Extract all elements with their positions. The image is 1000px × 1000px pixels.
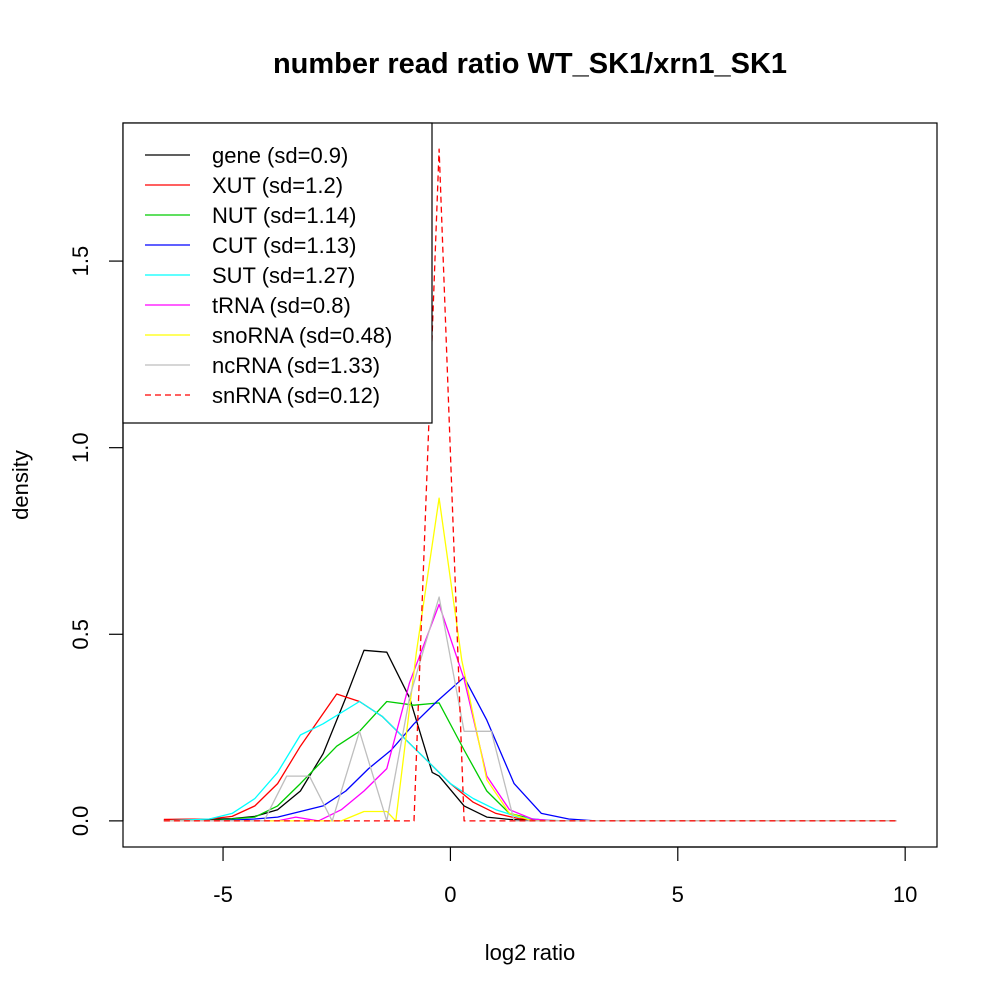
series-line-6 (163, 497, 897, 822)
y-tick-label: 1.0 (68, 432, 93, 463)
x-tick-label: 5 (672, 882, 684, 907)
x-axis: -5 0 5 10 (213, 846, 917, 907)
series-line-5 (163, 603, 897, 822)
x-axis-label: log2 ratio (485, 940, 576, 965)
legend-label-0: gene (sd=0.9) (212, 143, 348, 168)
legend-box (122, 122, 433, 424)
legend-label-6: snoRNA (sd=0.48) (212, 323, 392, 348)
y-axis: 0.0 0.5 1.0 1.5 (68, 246, 124, 837)
series-line-0 (163, 649, 897, 822)
legend-label-5: tRNA (sd=0.8) (212, 293, 351, 318)
y-tick-label: 0.5 (68, 619, 93, 650)
legend: gene (sd=0.9) XUT (sd=1.2) NUT (sd=1.14) CU… (122, 122, 433, 424)
x-tick-label: 10 (893, 882, 917, 907)
chart-title: number read ratio WT_SK1/xrn1_SK1 (273, 48, 787, 80)
x-tick-label: 0 (444, 882, 456, 907)
series-line-3 (163, 676, 897, 822)
legend-label-3: CUT (sd=1.13) (212, 233, 356, 258)
x-tick-label: -5 (213, 882, 233, 907)
y-axis-label: density (8, 450, 33, 520)
legend-label-7: ncRNA (sd=1.33) (212, 353, 380, 378)
legend-label-8: snRNA (sd=0.12) (212, 383, 380, 408)
legend-label-1: XUT (sd=1.2) (212, 173, 343, 198)
y-tick-label: 0.0 (68, 806, 93, 837)
series-line-8 (163, 148, 897, 822)
y-tick-label: 1.5 (68, 246, 93, 277)
legend-label-4: SUT (sd=1.27) (212, 263, 355, 288)
legend-label-2: NUT (sd=1.14) (212, 203, 356, 228)
series-lines (163, 148, 897, 822)
